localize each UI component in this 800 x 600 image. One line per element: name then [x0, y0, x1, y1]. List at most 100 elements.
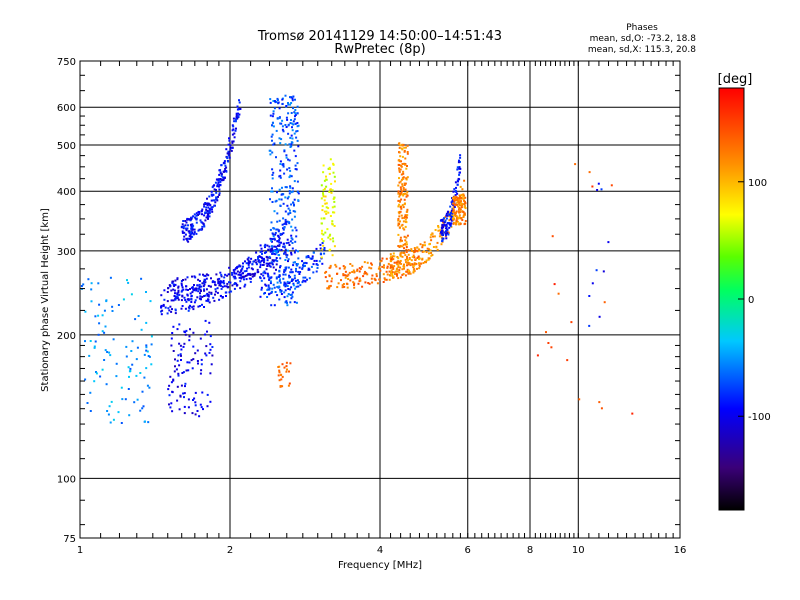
- data-point: [202, 222, 205, 225]
- data-point: [310, 265, 313, 268]
- data-point: [456, 183, 459, 186]
- data-point: [397, 190, 400, 193]
- data-point: [279, 169, 282, 172]
- data-point: [259, 255, 262, 258]
- data-points: [80, 94, 634, 424]
- data-point: [282, 273, 285, 276]
- data-point: [289, 240, 292, 243]
- data-point: [107, 413, 110, 416]
- data-point: [323, 247, 326, 249]
- data-point: [231, 271, 233, 274]
- data-point: [271, 232, 274, 235]
- data-point: [398, 261, 401, 264]
- data-point: [322, 171, 325, 174]
- data-point: [174, 279, 177, 282]
- data-point: [393, 271, 396, 274]
- data-point: [248, 262, 251, 264]
- data-point: [322, 244, 325, 247]
- data-point: [198, 415, 201, 418]
- data-point: [220, 287, 223, 290]
- data-point: [406, 176, 409, 179]
- data-point: [419, 243, 422, 246]
- data-point: [344, 276, 347, 279]
- data-point: [112, 418, 115, 421]
- data-point: [445, 232, 448, 235]
- data-point: [296, 282, 299, 285]
- data-point: [292, 282, 295, 285]
- data-point: [280, 138, 283, 141]
- data-point: [276, 99, 279, 101]
- data-point: [273, 107, 276, 110]
- data-point: [328, 172, 331, 175]
- data-point: [117, 411, 120, 414]
- data-point: [180, 290, 183, 293]
- data-point: [288, 244, 291, 246]
- data-point: [441, 237, 444, 240]
- data-point: [294, 114, 297, 116]
- data-point: [279, 278, 281, 281]
- data-point: [399, 238, 402, 241]
- data-point: [392, 255, 394, 258]
- data-point: [421, 244, 424, 247]
- data-point: [454, 197, 457, 200]
- data-point: [167, 287, 170, 290]
- data-point: [398, 169, 401, 172]
- data-point: [290, 102, 293, 104]
- data-point: [287, 384, 290, 387]
- data-point: [267, 284, 270, 287]
- data-point: [190, 286, 193, 289]
- x-axis-label: Frequency [MHz]: [338, 560, 422, 571]
- data-point: [405, 246, 408, 248]
- data-point: [221, 296, 224, 299]
- data-point: [610, 184, 613, 187]
- data-point: [251, 263, 254, 266]
- data-point: [406, 191, 409, 194]
- data-point: [288, 276, 291, 279]
- data-point: [206, 405, 209, 408]
- data-point: [109, 421, 112, 424]
- data-point: [297, 250, 299, 253]
- data-point: [160, 310, 162, 313]
- data-point: [398, 271, 401, 274]
- data-point: [356, 269, 359, 272]
- data-point: [453, 206, 456, 208]
- data-point: [311, 255, 314, 258]
- data-point: [343, 267, 346, 270]
- data-point: [271, 287, 274, 290]
- data-point: [270, 221, 273, 224]
- data-point: [323, 187, 326, 190]
- data-point: [294, 122, 297, 125]
- data-point: [418, 264, 421, 266]
- data-point: [264, 243, 267, 246]
- data-point: [103, 331, 106, 334]
- data-point: [401, 178, 403, 181]
- data-point: [298, 266, 301, 269]
- data-point: [379, 260, 382, 263]
- data-point: [290, 225, 293, 228]
- data-point: [278, 369, 281, 372]
- data-point: [400, 262, 403, 265]
- data-point: [264, 292, 266, 294]
- data-point: [288, 190, 291, 193]
- data-point: [263, 245, 266, 247]
- y-tick-label: 750: [57, 57, 76, 68]
- data-point: [304, 261, 307, 264]
- data-point: [93, 345, 96, 348]
- data-point: [196, 360, 199, 362]
- data-point: [211, 280, 214, 283]
- data-point: [287, 258, 290, 261]
- data-point: [225, 285, 228, 288]
- data-point: [456, 201, 459, 204]
- data-point: [450, 219, 453, 222]
- data-point: [290, 175, 293, 178]
- data-point: [236, 117, 239, 120]
- data-point: [405, 216, 408, 219]
- data-point: [190, 298, 193, 301]
- data-point: [186, 276, 189, 279]
- data-point: [214, 290, 217, 293]
- data-point: [217, 179, 220, 182]
- data-point: [271, 151, 274, 154]
- data-point: [236, 105, 239, 108]
- data-point: [389, 266, 392, 268]
- data-point: [288, 370, 290, 373]
